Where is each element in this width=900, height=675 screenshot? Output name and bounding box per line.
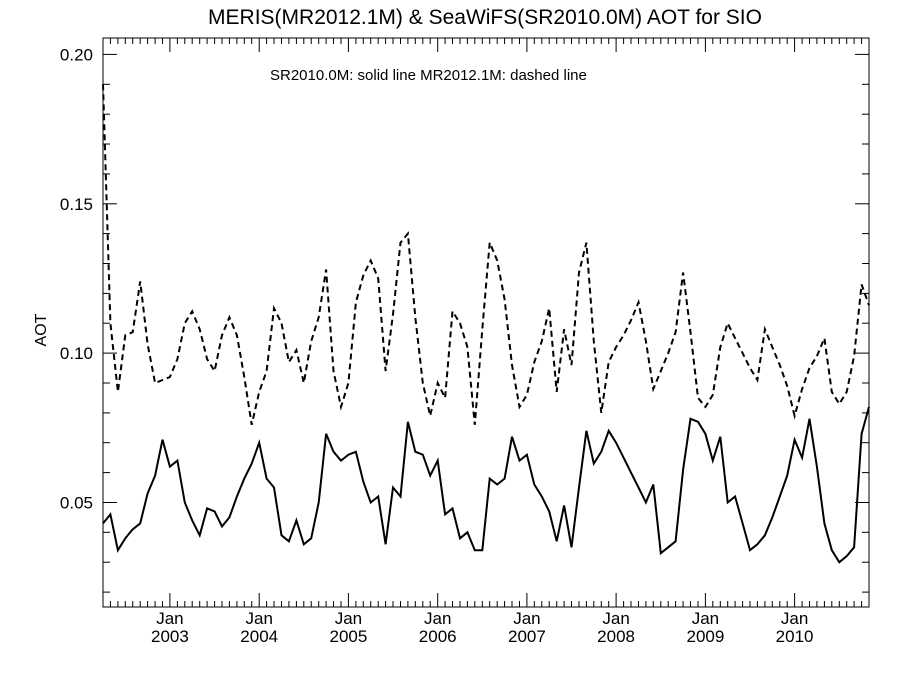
- x-tick-month-label: Jan: [692, 609, 719, 628]
- x-tick-month-label: Jan: [513, 609, 540, 628]
- x-tick-month-label: Jan: [602, 609, 629, 628]
- x-tick-year-label: 2005: [329, 627, 367, 646]
- x-tick-year-label: 2008: [597, 627, 635, 646]
- x-tick-year-label: 2004: [240, 627, 278, 646]
- x-tick-year-label: 2007: [508, 627, 546, 646]
- y-tick-label: 0.20: [60, 45, 93, 64]
- x-tick-year-label: 2010: [776, 627, 814, 646]
- y-axis: 0.05 0.10 0.15 0.20: [60, 45, 869, 593]
- series-group: [102, 84, 870, 564]
- x-tick-year-label: 2009: [686, 627, 724, 646]
- x-tick-month-label: Jan: [156, 609, 183, 628]
- y-tick-label: 0.15: [60, 195, 93, 214]
- x-axis: Jan2003Jan2004Jan2005Jan2006Jan2007Jan20…: [109, 38, 863, 646]
- x-tick-year-label: 2003: [151, 627, 189, 646]
- legend-annotation: SR2010.0M: solid line MR2012.1M: dashed …: [270, 67, 587, 84]
- series-line-mr2012-1m: [102, 84, 870, 426]
- chart-title: MERIS(MR2012.1M) & SeaWiFS(SR2010.0M) AO…: [208, 6, 762, 29]
- series-line-sr2010-0m: [102, 406, 870, 564]
- x-tick-month-label: Jan: [245, 609, 272, 628]
- x-tick-month-label: Jan: [335, 609, 362, 628]
- x-tick-year-label: 2006: [419, 627, 457, 646]
- y-tick-label: 0.10: [60, 344, 93, 363]
- x-tick-month-label: Jan: [781, 609, 808, 628]
- y-axis-label: AOT: [33, 313, 50, 346]
- y-tick-label: 0.05: [60, 494, 93, 513]
- plot-frame: [102, 37, 870, 608]
- x-tick-month-label: Jan: [424, 609, 451, 628]
